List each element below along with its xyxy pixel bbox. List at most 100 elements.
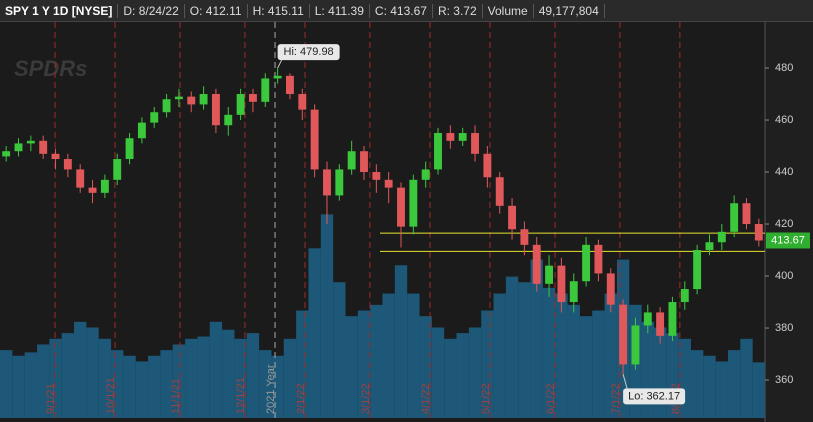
volume-bar bbox=[592, 310, 605, 418]
volume-bar bbox=[246, 333, 260, 418]
date: D: 8/24/22 bbox=[118, 3, 185, 18]
y-tick-label: 420 bbox=[775, 218, 793, 230]
candle-body bbox=[137, 122, 146, 139]
volume-bar bbox=[370, 304, 383, 418]
candle-body bbox=[434, 133, 442, 170]
volume-bar bbox=[456, 333, 469, 418]
candle-body bbox=[76, 169, 85, 188]
annotation-pointer bbox=[277, 59, 283, 69]
candle-body bbox=[286, 75, 294, 95]
candle-body bbox=[248, 94, 257, 102]
y-tick-label: 380 bbox=[775, 322, 793, 334]
candle-body bbox=[323, 169, 331, 196]
header-bar: SPY 1 Y 1D [NYSE] D: 8/24/22 O: 412.11 H… bbox=[0, 0, 813, 22]
volume-bar bbox=[185, 338, 198, 418]
open: O: 412.11 bbox=[185, 3, 248, 18]
candle-body bbox=[458, 133, 467, 141]
volume-bar bbox=[407, 293, 420, 418]
x-tick-label: 12/1/21 bbox=[235, 377, 247, 414]
candle-body bbox=[557, 265, 566, 303]
candle-body bbox=[2, 151, 11, 157]
volume-bar bbox=[505, 276, 519, 418]
watermark: SPDRs bbox=[14, 56, 87, 81]
x-tick-label: 6/1/22 bbox=[545, 383, 557, 414]
candle-body bbox=[39, 140, 48, 154]
x-tick-label: 4/1/22 bbox=[420, 383, 432, 414]
annotation-pointer bbox=[622, 374, 628, 389]
volume: 49,177,804 bbox=[534, 3, 605, 18]
volume-bar bbox=[61, 333, 75, 418]
candle-body bbox=[508, 205, 517, 230]
candle-body bbox=[174, 96, 183, 100]
candle-body bbox=[335, 169, 344, 196]
volume-bar bbox=[49, 338, 62, 418]
candle-body bbox=[199, 94, 208, 105]
candle-body bbox=[483, 153, 492, 178]
volume-bar bbox=[542, 287, 556, 418]
candle-body bbox=[162, 99, 171, 113]
x-tick-label: 10/1/21 bbox=[105, 377, 117, 414]
candle-body bbox=[495, 177, 504, 206]
candle-body bbox=[211, 94, 220, 126]
candle-body bbox=[668, 302, 677, 336]
candle-body bbox=[606, 273, 615, 305]
candle-body bbox=[187, 96, 196, 105]
volume-label: Volume bbox=[483, 3, 534, 18]
volume-bar bbox=[555, 293, 568, 418]
candle-body bbox=[705, 242, 714, 251]
candle-body bbox=[631, 325, 640, 365]
x-tick-label: 9/1/21 bbox=[45, 383, 57, 414]
x-tick-label: 7/1/22 bbox=[610, 383, 622, 414]
y-tick-label: 440 bbox=[775, 166, 793, 178]
annotation: Lo: 362.17 bbox=[628, 390, 680, 402]
volume-bar bbox=[148, 355, 161, 418]
chart: SPDRs 9/1/21 10/1/21 11/1/21 12/1/21 2021 Yea… bbox=[0, 22, 813, 422]
candle-body bbox=[693, 250, 702, 290]
volume-bar bbox=[172, 344, 186, 418]
volume-bar bbox=[222, 329, 235, 418]
volume-bar bbox=[518, 282, 531, 418]
annotation: Hi: 479.98 bbox=[284, 46, 334, 58]
y-tick-label: 480 bbox=[775, 62, 793, 74]
candle-body bbox=[730, 203, 739, 232]
volume-bar bbox=[604, 293, 617, 418]
volume-bar bbox=[12, 355, 25, 418]
volume-bar bbox=[0, 350, 13, 418]
volume-bar bbox=[690, 350, 704, 418]
candle-body bbox=[224, 114, 233, 126]
volume-bar bbox=[333, 282, 346, 418]
volume-bar bbox=[382, 293, 395, 418]
volume-bar bbox=[345, 316, 358, 418]
candle-body bbox=[471, 133, 479, 154]
volume-bar bbox=[37, 344, 50, 418]
candle-body bbox=[360, 151, 368, 173]
last-price-box bbox=[766, 232, 810, 249]
volume-bar bbox=[283, 338, 297, 418]
annotation-box bbox=[277, 44, 340, 61]
candle-body bbox=[742, 203, 751, 225]
candle-body bbox=[347, 151, 356, 170]
y-tick-label: 360 bbox=[775, 374, 793, 386]
volume-bar bbox=[468, 327, 482, 418]
candle-body bbox=[298, 94, 307, 110]
close: C: 413.67 bbox=[370, 3, 433, 18]
candle-body bbox=[310, 109, 319, 170]
volume-bar bbox=[752, 362, 765, 418]
candle-body bbox=[150, 112, 159, 123]
volume-bar bbox=[715, 361, 728, 418]
x-tick-label: 11/1/21 bbox=[170, 378, 182, 414]
volume-bar bbox=[209, 321, 223, 418]
candle-body bbox=[88, 187, 97, 193]
candle-body bbox=[656, 312, 665, 336]
volume-bar bbox=[98, 338, 112, 418]
volume-bar bbox=[123, 355, 136, 418]
volume-bar bbox=[444, 338, 457, 418]
candle-body bbox=[717, 231, 726, 243]
low: L: 411.39 bbox=[310, 3, 370, 18]
volume-bar bbox=[727, 350, 741, 418]
symbol[interactable]: SPY 1 Y 1D [NYSE] bbox=[0, 3, 119, 18]
volume-bar bbox=[579, 316, 593, 418]
volume-bar bbox=[703, 355, 716, 418]
x-tick-label: 3/1/22 bbox=[360, 383, 372, 414]
